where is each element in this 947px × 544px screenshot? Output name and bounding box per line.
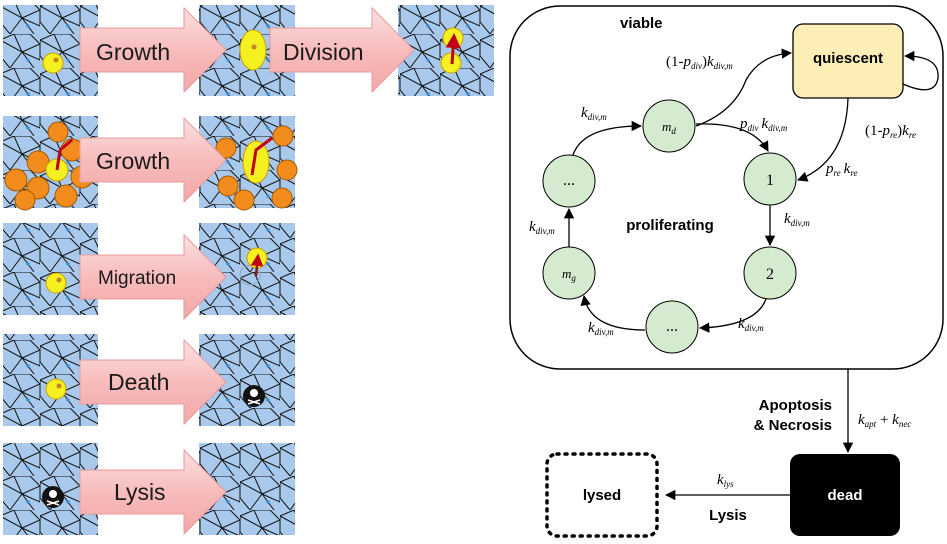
viable-label: viable (620, 15, 663, 32)
svg-text:1: 1 (766, 172, 774, 189)
rate-2-ellipsis: kdiv,m (738, 316, 764, 333)
orange-cells (215, 125, 298, 211)
push-arrows (55, 138, 73, 171)
cell-nucleus (56, 277, 62, 283)
skull-icon (42, 486, 64, 508)
lysed-label: lysed (583, 487, 621, 504)
skull-icon (243, 385, 265, 407)
death-label: Death (108, 369, 169, 395)
state-diagram: viable quiescent md 1 2 ... mg ... p (509, 5, 944, 538)
node-ellipsis-left: ... (542, 154, 596, 208)
row-migration: Migration (3, 223, 295, 321)
edge-ellipsis-md (572, 120, 643, 156)
growth-arrow (79, 116, 227, 204)
apoptosis-label-1: Apoptosis (759, 397, 832, 414)
division-arrow (445, 33, 461, 65)
cell-nucleus (56, 383, 62, 389)
rate-md-1: pdiv kdiv,m (739, 116, 788, 133)
edge-md-1 (695, 123, 769, 152)
division-arrow-shape (269, 6, 415, 94)
rate-md-quiescent: (1-pdiv)kdiv,m (666, 54, 733, 71)
grown-cell (239, 29, 267, 71)
row-death: Death (3, 334, 295, 426)
migration-arrow-shape (79, 233, 227, 321)
yellow-cell (42, 52, 64, 74)
svg-text:...: ... (563, 172, 575, 189)
node-mg: mg (542, 246, 596, 300)
proliferating-label: proliferating (626, 217, 714, 234)
lysis-label: Lysis (114, 479, 166, 505)
division-label: Division (283, 39, 364, 65)
growth-arrow (79, 6, 227, 94)
grown-cell (242, 140, 270, 184)
push-arrows (250, 136, 273, 176)
row-growth-division: Growth Division (3, 5, 494, 96)
svg-text:...: ... (666, 318, 678, 335)
node-2: 2 (743, 246, 797, 300)
quiescent-label: quiescent (813, 50, 883, 67)
yellow-cell (45, 272, 67, 294)
yellow-cell (45, 378, 67, 400)
svg-text:md: md (662, 119, 676, 136)
dead-label: dead (827, 487, 862, 504)
rate-quiescent-self: (1-pre)kre (865, 123, 916, 140)
svg-text:mg: mg (562, 266, 576, 283)
svg-text:2: 2 (766, 266, 774, 283)
rate-dead-lysed: klys (717, 472, 734, 489)
dead-box (790, 454, 900, 536)
rate-viable-dead: kapt + knec (858, 412, 911, 429)
migration-label: Migration (98, 268, 176, 289)
edge-md-quiescent (695, 48, 793, 127)
cell-nucleus (251, 44, 257, 50)
death-arrow (79, 338, 227, 426)
rate-quiescent-1: pre kre (825, 161, 858, 178)
edge-quiescent-1 (797, 97, 849, 182)
node-1: 1 (743, 152, 797, 206)
row-growth-neighbors: Growth (3, 116, 298, 211)
node-ellipsis-bottom: ... (645, 300, 699, 354)
lysis-edge-label: Lysis (709, 507, 747, 524)
rate-1-2: kdiv,m (784, 211, 810, 228)
growth-label: Growth (96, 148, 170, 174)
edge-quiescent-self (902, 50, 939, 91)
rate-mg-ellipsis: kdiv,m (529, 219, 555, 236)
edge-ellipsis-mg (580, 294, 646, 331)
rate-ellipsis-md: kdiv,m (581, 105, 607, 122)
cell-nucleus (53, 57, 59, 63)
edge-2-ellipsis (698, 298, 767, 333)
apoptosis-label-2: & Necrosis (754, 417, 832, 434)
migration-arrow (250, 253, 264, 277)
node-md: md (642, 99, 696, 153)
growth-label: Growth (96, 39, 170, 65)
rate-ellipsis-mg: kdiv,m (588, 320, 614, 337)
row-lysis: Lysis (3, 443, 295, 536)
lysis-arrow (79, 448, 227, 536)
lysed-box (545, 452, 659, 538)
